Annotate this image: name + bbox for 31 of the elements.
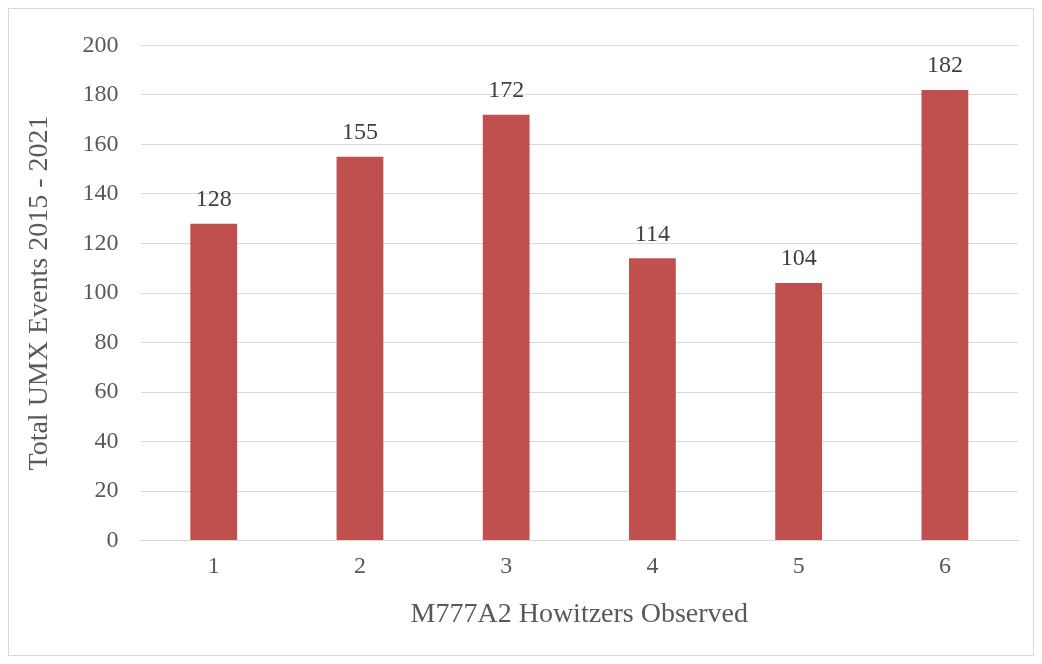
y-tick-label: 200 <box>82 30 119 57</box>
y-tick-label: 120 <box>82 228 119 255</box>
data-label: 155 <box>341 118 378 145</box>
x-tick-label: 4 <box>646 552 659 579</box>
y-tick-label: 160 <box>82 129 119 156</box>
y-tick-label: 60 <box>94 377 119 404</box>
data-label: 128 <box>195 184 232 211</box>
y-tick-label: 180 <box>82 80 119 107</box>
x-tick-label: 1 <box>207 552 220 579</box>
x-tick-label: 3 <box>500 552 513 579</box>
bar <box>482 114 530 541</box>
bar <box>190 223 238 541</box>
data-label: 172 <box>488 76 525 103</box>
y-tick-label: 40 <box>94 426 119 453</box>
data-label: 104 <box>780 244 817 271</box>
bar <box>629 258 676 541</box>
data-label: 114 <box>634 219 670 246</box>
y-tick-label: 80 <box>94 327 119 354</box>
y-tick-label: 140 <box>82 179 119 206</box>
data-label: 182 <box>926 51 963 78</box>
y-tick-label: 0 <box>106 525 119 552</box>
x-tick-label: 2 <box>353 552 366 579</box>
y-axis-title: Total UMX Events 2015 - 2021 <box>22 115 54 471</box>
y-tick-label: 20 <box>94 476 119 503</box>
bar <box>336 156 384 541</box>
bar <box>921 89 969 541</box>
y-tick-label: 100 <box>82 278 119 305</box>
x-axis-title: M777A2 Howitzers Observed <box>410 596 749 628</box>
bar <box>775 283 823 541</box>
x-tick-label: 5 <box>792 552 805 579</box>
x-tick-label: 6 <box>938 552 951 579</box>
